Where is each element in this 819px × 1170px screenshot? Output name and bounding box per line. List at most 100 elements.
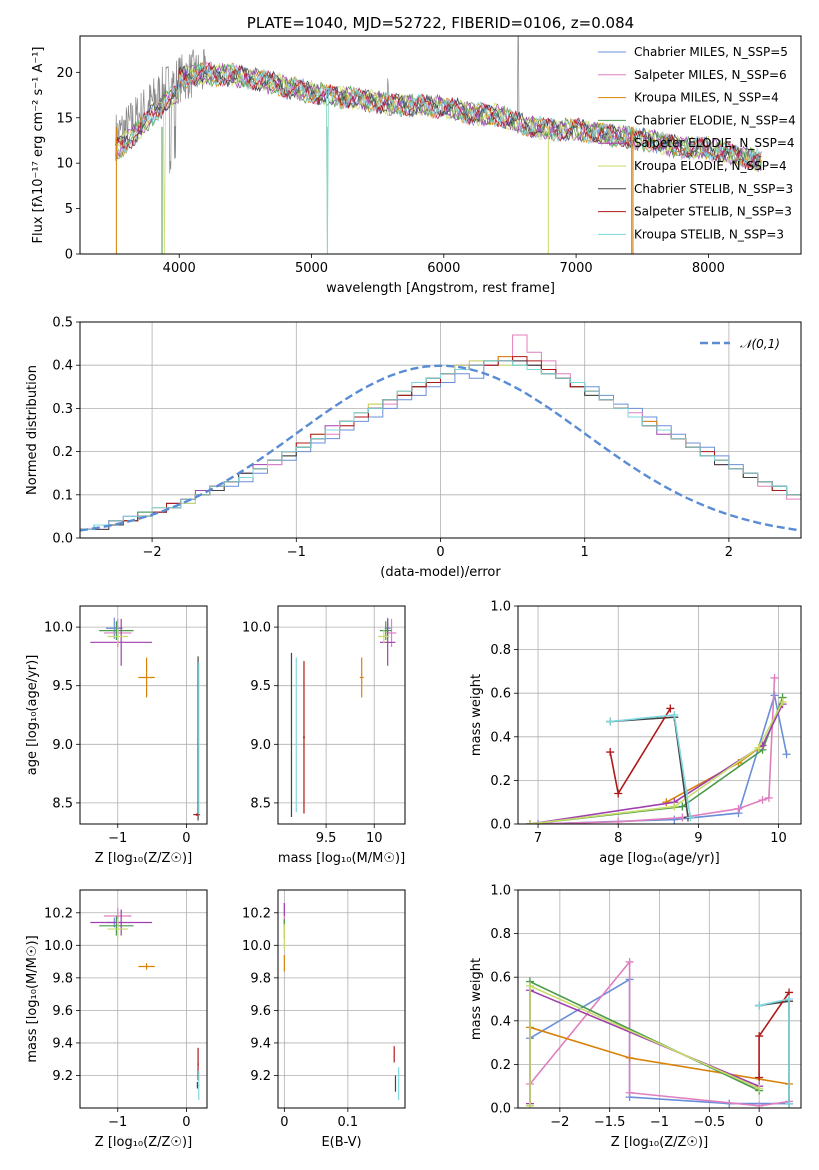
x-tick-label: 0 — [436, 545, 444, 560]
y-tick-label: 0.2 — [52, 445, 73, 460]
x-tick-label: 0 — [182, 1115, 190, 1130]
error-bar-point — [138, 963, 155, 970]
y-tick-label: 9.0 — [52, 738, 73, 753]
histogram-series-1 — [80, 360, 801, 538]
y-tick-label: 9.0 — [250, 738, 271, 753]
panel-spectrum: 4000 5000 6000 7000 8000 0 5 10 15 20 wavelength [… — [31, 14, 802, 296]
y-tick-label: 0.0 — [490, 818, 511, 833]
error-bar-point — [107, 919, 129, 939]
weight-marker — [606, 748, 615, 757]
y-tick-label: 0.0 — [490, 1102, 511, 1117]
x-axis-label: E(B-V) — [321, 1135, 361, 1150]
weight-marker — [614, 789, 623, 798]
y-tick-label: 1.0 — [490, 884, 511, 899]
axes-frame — [79, 605, 208, 825]
weight-marker — [666, 704, 675, 713]
x-tick-label: 8 — [614, 831, 622, 846]
x-tick-label: 4000 — [163, 261, 196, 276]
y-tick-label: 9.8 — [52, 971, 73, 986]
error-bar-point — [359, 657, 364, 698]
legend-entry: Chabrier ELODIE, N_SSP=4 — [634, 113, 796, 127]
weight-marker — [758, 796, 767, 805]
panel-weight-vs-Z: −2 −1.5 −1 −0.5 0 0.0 0.2 0.4 0.6 0.8 1.0 Z [log₁₀(… — [469, 884, 802, 1150]
weight-marker — [785, 1099, 794, 1108]
axes-frame — [79, 321, 802, 539]
x-axis-label: Z [log₁₀(Z/Z☉)] — [95, 1135, 192, 1150]
x-tick-label: −0.5 — [694, 1115, 726, 1130]
weight-marker — [754, 743, 763, 752]
axes-frame — [79, 35, 802, 255]
y-tick-label: 0.2 — [490, 774, 511, 789]
error-bar-point — [90, 618, 153, 666]
legend-entry: Chabrier STELIB, N_SSP=3 — [634, 182, 793, 196]
model-spectrum-5 — [115, 63, 762, 173]
x-tick-label: 0.1 — [338, 1115, 359, 1130]
model-spectrum-6 — [115, 62, 762, 254]
y-tick-label: 9.8 — [250, 971, 271, 986]
y-tick-label: 10.0 — [44, 939, 73, 954]
weight-marker — [785, 995, 794, 1003]
weight-marker — [755, 1073, 764, 1082]
plot-area — [115, 36, 762, 254]
y-tick-label: 0.4 — [52, 359, 73, 374]
error-bar-point — [198, 1070, 200, 1100]
weight-series-6 — [529, 701, 784, 824]
x-tick-label: 2 — [725, 545, 733, 560]
x-axis-label: Z [log₁₀(Z/Z☉)] — [611, 1135, 708, 1150]
legend-entry: Kroupa MILES, N_SSP=4 — [634, 91, 779, 105]
x-tick-label: −2 — [550, 1115, 569, 1130]
legend-entry: Chabrier MILES, N_SSP=5 — [634, 45, 788, 59]
legend-entry: Kroupa ELODIE, N_SSP=4 — [634, 159, 787, 173]
panel-mass-vs-EBV: 0 0.1 9.2 9.4 9.6 9.8 10.0 10.2 E(B-V) — [242, 889, 406, 1150]
x-tick-label: 0 — [755, 1115, 763, 1130]
x-tick-label: −1 — [650, 1115, 669, 1130]
weight-marker — [534, 820, 543, 824]
y-tick-label: 9.2 — [250, 1069, 271, 1084]
error-bar-point — [379, 621, 392, 640]
y-axis-label: mass weight — [469, 674, 484, 756]
weight-marker — [782, 750, 791, 759]
y-tick-label: 10.0 — [242, 939, 271, 954]
y-tick-label: 0.6 — [490, 971, 511, 986]
weight-marker — [670, 815, 679, 824]
y-tick-label: 0.8 — [490, 643, 511, 658]
y-tick-label: 0.2 — [490, 1058, 511, 1073]
axes-frame — [79, 889, 208, 1109]
x-axis-label: wavelength [Angstrom, rest frame] — [326, 281, 555, 296]
weight-marker — [525, 981, 534, 990]
y-tick-label: 9.6 — [52, 1004, 73, 1019]
y-tick-label: 9.2 — [52, 1069, 73, 1084]
x-tick-label: 6000 — [427, 261, 460, 276]
x-tick-label: 10 — [770, 831, 787, 846]
histogram-series-4 — [80, 360, 801, 538]
model-spectrum-9 — [115, 63, 762, 254]
y-tick-label: 0.0 — [52, 532, 73, 547]
error-bar-point — [99, 916, 134, 936]
weight-marker — [755, 1084, 764, 1093]
x-tick-label: 8000 — [692, 261, 725, 276]
legend-entry: Salpeter STELIB, N_SSP=3 — [634, 205, 792, 219]
error-bar-point — [197, 1047, 199, 1081]
histogram-series-9 — [80, 360, 801, 538]
weight-marker — [525, 1101, 534, 1108]
legend-entry: Salpeter MILES, N_SSP=6 — [634, 68, 787, 82]
x-tick-label: 0 — [182, 831, 190, 846]
plot-area — [90, 907, 200, 1100]
x-tick-label: 7000 — [560, 261, 593, 276]
y-tick-label: 10.2 — [242, 906, 271, 921]
weight-marker — [770, 673, 779, 682]
weight-marker — [755, 1032, 764, 1041]
y-tick-label: 1.0 — [490, 600, 511, 615]
axes-frame — [277, 889, 406, 1109]
weight-series-5 — [529, 989, 760, 1104]
weight-marker — [625, 1088, 634, 1097]
plot-area — [526, 673, 791, 824]
plot-area — [525, 957, 794, 1108]
legend-entry: Salpeter ELODIE, N_SSP=4 — [634, 136, 795, 150]
axes-frame — [517, 889, 802, 1109]
weight-marker — [670, 711, 679, 719]
x-tick-label: 9 — [694, 831, 702, 846]
weight-marker — [614, 817, 623, 824]
weight-marker — [526, 820, 535, 824]
y-tick-label: 9.6 — [250, 1004, 271, 1019]
